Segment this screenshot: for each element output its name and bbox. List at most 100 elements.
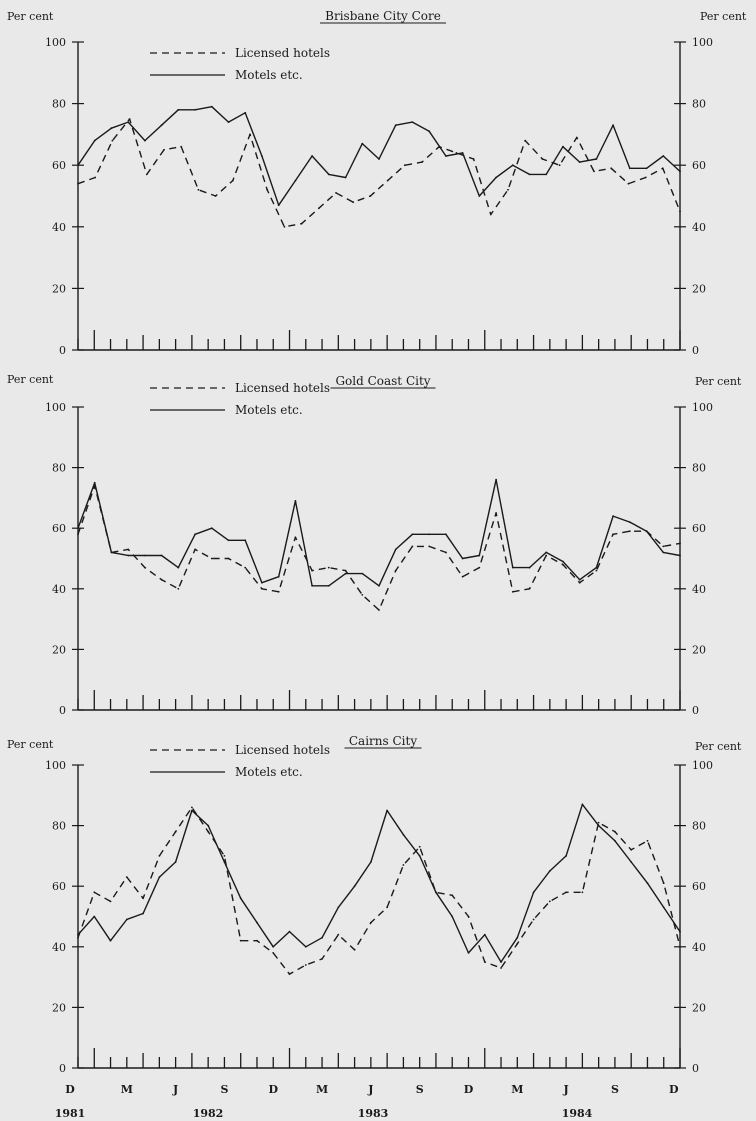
licensed-hotels-data-point: [227, 557, 230, 560]
licensed-hotels-data-point: [277, 590, 280, 593]
licensed-hotels-data-point: [507, 188, 509, 191]
motels-data-point: [461, 152, 464, 154]
motels-data-point: [545, 551, 548, 554]
licensed-hotels-data-point: [562, 563, 564, 566]
y-tick-label-right: 40: [692, 941, 706, 954]
licensed-hotels-data-point: [495, 512, 497, 514]
licensed-hotels-data-point: [565, 891, 567, 894]
motels-data-point: [361, 572, 364, 575]
licensed-hotels-data-point: [327, 566, 330, 569]
licensed-hotels-data-point: [94, 176, 97, 179]
motels-data-point: [628, 167, 631, 170]
motels-data-point: [578, 161, 581, 164]
licensed-hotels-data-point: [612, 533, 614, 536]
motels-data-point: [548, 870, 551, 872]
y-tick-label-right: 40: [692, 221, 706, 234]
motels-data-point: [516, 936, 519, 939]
motels-data-point: [578, 578, 581, 581]
y-tick-label-right: 100: [692, 401, 713, 414]
x-month-label: M: [121, 1083, 133, 1096]
motels-data-point: [311, 584, 313, 587]
licensed-hotels-data-point: [335, 192, 337, 194]
licensed-hotels-data-point: [294, 536, 297, 539]
licensed-hotels-data-point: [317, 207, 320, 210]
motels-data-point: [194, 533, 197, 536]
licensed-hotels-data-point: [128, 118, 131, 120]
motels-data-point: [127, 554, 130, 557]
licensed-hotels-data-point: [478, 566, 481, 569]
motels-data-point: [428, 533, 431, 536]
motels-data-point: [93, 915, 96, 918]
licensed-hotels-data-point: [158, 855, 161, 857]
motels-data-point: [511, 566, 514, 569]
motels-data-point: [378, 584, 380, 587]
motels-data-point: [562, 145, 564, 148]
licensed-hotels-data-point: [575, 136, 578, 139]
y-axis-label-right: Per cent: [695, 375, 742, 388]
motels-data-point: [144, 139, 146, 142]
licensed-hotels-data-point: [467, 915, 470, 918]
motels-data-point: [207, 824, 210, 827]
licensed-hotels-data-point: [403, 164, 406, 167]
licensed-hotels-data-point: [266, 188, 269, 191]
licensed-hotels-data-point: [661, 167, 664, 170]
legend-label-licensed-hotels: Licensed hotels: [235, 381, 330, 395]
licensed-hotels-data-point: [223, 855, 226, 857]
licensed-hotels-data-point: [644, 176, 647, 179]
licensed-hotels-series-line: [77, 806, 681, 975]
licensed-hotels-data-point: [378, 609, 380, 611]
motels-data-point: [394, 548, 397, 551]
licensed-hotels-data-point: [386, 179, 389, 182]
y-tick-label-right: 0: [692, 344, 699, 357]
motels-data-point: [110, 551, 113, 554]
motels-data-point: [210, 527, 213, 530]
motels-data-point: [142, 912, 145, 915]
licensed-hotels-data-point: [662, 882, 665, 885]
y-tick-label-right: 40: [692, 583, 706, 596]
motels-data-point: [337, 906, 340, 909]
x-year-label: 1984: [562, 1107, 593, 1120]
y-axis-label-left: Per cent: [7, 373, 54, 386]
motels-data-point: [144, 554, 146, 557]
licensed-hotels-data-point: [163, 148, 165, 151]
licensed-hotels-data-point: [614, 830, 616, 833]
motels-data-point: [194, 108, 197, 111]
licensed-hotels-data-point: [597, 821, 600, 824]
motels-data-point: [495, 176, 497, 179]
y-tick-label-left: 60: [52, 880, 66, 893]
motels-data-point: [478, 554, 481, 557]
y-axis-label-right: Per cent: [700, 10, 747, 23]
y-tick-label-left: 80: [52, 820, 66, 833]
licensed-hotels-data-point: [516, 942, 519, 945]
licensed-hotels-data-point: [321, 958, 323, 960]
x-month-label: M: [316, 1083, 328, 1096]
motels-data-point: [174, 861, 177, 863]
y-tick-label-left: 100: [45, 36, 66, 49]
licensed-hotels-data-point: [421, 161, 423, 164]
licensed-hotels-data-point: [145, 173, 148, 176]
motels-data-point: [614, 839, 616, 842]
brisbane-panel: Brisbane City Core Per cent Per cent 0 0 20 20…: [7, 9, 747, 357]
motels-data-point: [500, 961, 502, 963]
motels-data-point: [545, 173, 548, 176]
licensed-hotels-data-point: [353, 948, 356, 951]
licensed-hotels-data-point: [541, 158, 544, 160]
motels-data-point: [227, 539, 230, 542]
y-axis-label-left: Per cent: [7, 738, 54, 751]
motels-data-point: [581, 803, 584, 806]
y-tick-label-right: 80: [692, 98, 706, 111]
licensed-hotels-data-point: [180, 145, 183, 148]
motels-data-point: [565, 855, 567, 857]
motels-data-point: [411, 121, 414, 123]
x-month-label: D: [464, 1083, 474, 1096]
motels-data-point: [528, 173, 531, 176]
licensed-hotels-data-point: [528, 587, 531, 590]
licensed-hotels-data-point: [93, 891, 96, 894]
x-month-label: S: [220, 1083, 228, 1096]
motels-data-point: [327, 584, 330, 587]
motels-data-point: [445, 155, 447, 157]
x-year-label: 1982: [193, 1107, 224, 1120]
licensed-hotels-data-point: [581, 891, 584, 894]
motels-data-point: [679, 554, 681, 557]
motels-data-point: [483, 933, 486, 936]
